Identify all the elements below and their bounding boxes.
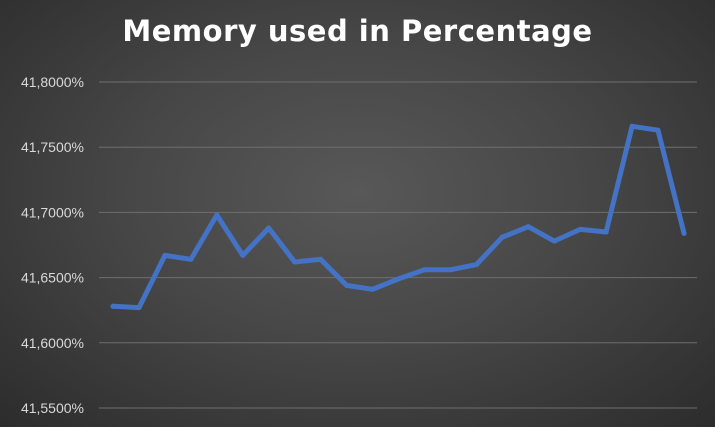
data-point <box>266 225 272 231</box>
data-point <box>577 226 583 232</box>
data-point <box>370 286 375 292</box>
data-point <box>525 224 531 230</box>
data-point <box>240 252 246 258</box>
data-point <box>655 127 661 133</box>
y-tick-label: 41,6000% <box>21 335 84 351</box>
data-point <box>447 267 453 273</box>
y-tick-label: 41,8000% <box>21 74 84 90</box>
data-point <box>473 262 479 268</box>
data-point <box>603 229 609 235</box>
y-tick-label: 41,6500% <box>21 270 84 286</box>
data-point <box>681 230 687 236</box>
data-point <box>499 234 505 240</box>
data-point <box>110 303 116 309</box>
data-point <box>629 123 635 129</box>
data-point <box>214 212 220 218</box>
data-point <box>292 259 298 265</box>
data-point <box>136 305 142 311</box>
y-tick-label: 41,5500% <box>21 400 84 416</box>
data-point <box>551 238 557 244</box>
data-point <box>396 276 401 282</box>
data-point <box>188 256 194 262</box>
chart-title: Memory used in Percentage <box>122 14 593 48</box>
data-point <box>162 252 168 258</box>
data-point <box>422 267 427 273</box>
y-tick-label: 41,7000% <box>21 204 84 220</box>
data-point <box>318 256 324 262</box>
y-tick-label: 41,7500% <box>21 139 84 155</box>
data-point <box>344 282 350 288</box>
